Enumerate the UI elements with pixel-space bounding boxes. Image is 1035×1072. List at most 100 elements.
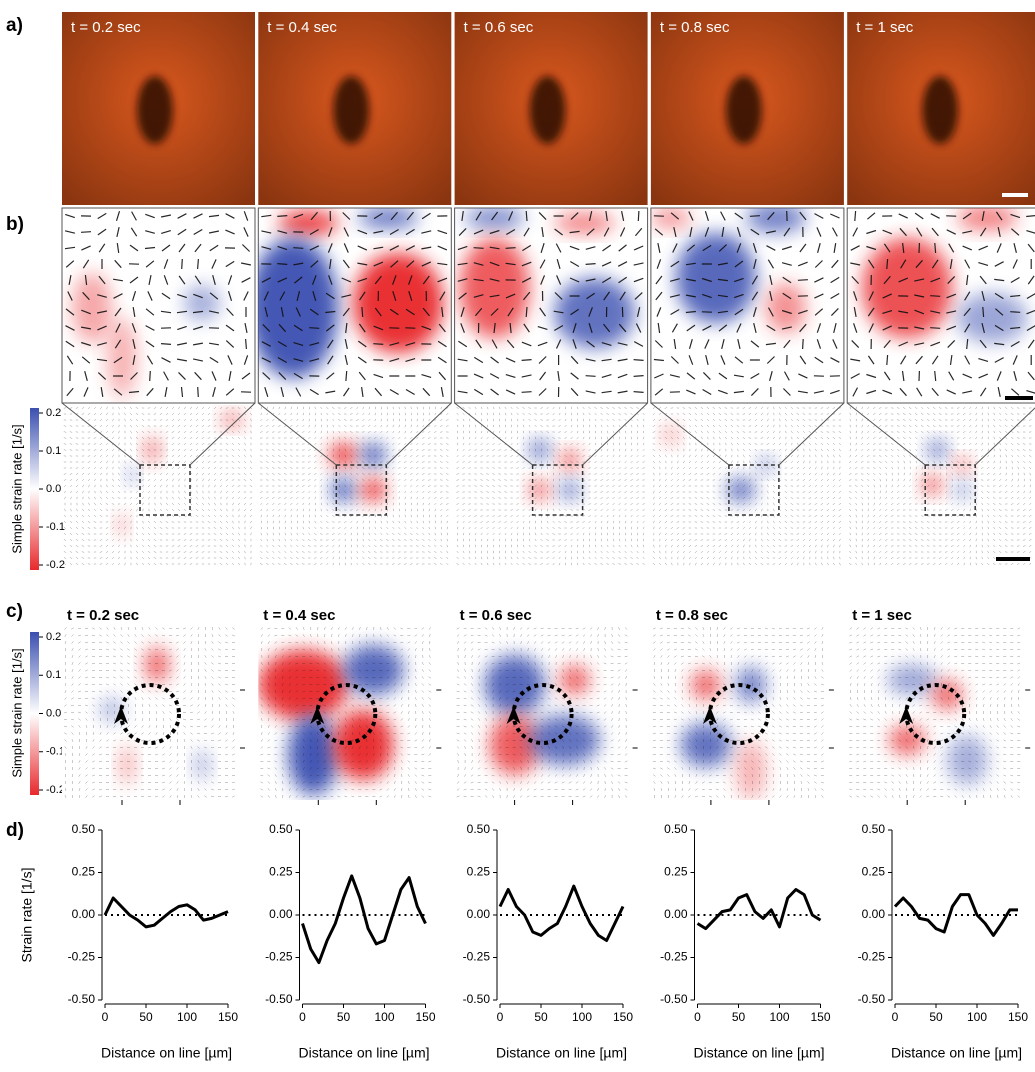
- time-label: t = 0.2 sec: [67, 607, 139, 624]
- y-tick-label: -0.50: [858, 992, 886, 1006]
- strain-map: [650, 208, 806, 333]
- strain-map: [529, 440, 580, 500]
- strain-blob: [650, 208, 691, 228]
- strain-blob: [735, 667, 766, 703]
- y-tick-label: -0.25: [68, 950, 96, 964]
- zoom-connector: [582, 402, 648, 466]
- strain-blob: [353, 253, 444, 353]
- time-label: t = 0.8 sec: [660, 19, 730, 36]
- colorbar-tick-label: 0.2: [46, 407, 61, 419]
- strain-blob: [957, 293, 1028, 343]
- x-tick-label: 100: [572, 1010, 592, 1024]
- strain-map: [116, 412, 242, 535]
- data-line: [893, 893, 1018, 937]
- y-tick-label: 0.25: [664, 865, 688, 879]
- circle-direction: [506, 706, 521, 724]
- x-tick-label: 50: [732, 1010, 746, 1024]
- zoom-box: [924, 464, 976, 516]
- strain-blob: [887, 665, 938, 695]
- circle-direction: [310, 706, 325, 724]
- colorbar-label: Simple strain rate [1/s]: [9, 648, 24, 777]
- scale-bar: [1002, 193, 1028, 197]
- flow-arrows: [261, 210, 448, 398]
- strain-blob: [680, 723, 731, 767]
- strain-blob: [765, 283, 806, 333]
- y-tick-label: -0.50: [660, 992, 688, 1006]
- strain-blob: [107, 318, 137, 398]
- strain-blob: [484, 655, 545, 715]
- flow-arrows: [652, 627, 824, 799]
- strain-blob: [559, 450, 580, 470]
- colorbar: [30, 632, 39, 795]
- strain-blob: [361, 478, 386, 502]
- zoom-box: [139, 464, 191, 516]
- y-tick-label: 0.50: [467, 822, 491, 836]
- x-tick-label: 150: [1008, 1010, 1028, 1024]
- data-line: [696, 888, 822, 931]
- strain-blob: [288, 715, 339, 795]
- strain-blob: [922, 475, 943, 495]
- time-label: t = 0.6 sec: [460, 607, 532, 624]
- strain-panel: [454, 625, 633, 800]
- colorbar-tick-label: 0.0: [46, 707, 61, 719]
- strain-blob: [119, 745, 135, 785]
- colorbar-tick-label: 0.2: [46, 631, 61, 643]
- y-tick-label: -0.50: [265, 992, 293, 1006]
- x-tick-label: 0: [497, 1010, 504, 1024]
- y-tick-label: 0.00: [467, 907, 491, 921]
- y-tick-label: -0.50: [68, 992, 96, 1006]
- colorbar-tick-label: 0.1: [46, 669, 61, 681]
- x-tick-label: 0: [694, 1010, 701, 1024]
- y-tick-label: -0.50: [463, 992, 491, 1006]
- x-tick-label: 150: [810, 1010, 830, 1024]
- colorbar-tick-label: -0.2: [46, 784, 65, 796]
- strain-blob: [745, 208, 806, 233]
- zoom-connector: [257, 402, 337, 466]
- strain-blob: [343, 645, 404, 695]
- panel-label: d): [6, 820, 24, 841]
- data-line: [103, 896, 229, 929]
- zoom-connector: [650, 402, 730, 466]
- x-tick-label: 0: [299, 1010, 306, 1024]
- x-tick-label: 100: [769, 1010, 789, 1024]
- strain-blob: [72, 273, 112, 343]
- strain-blob: [333, 710, 394, 780]
- panels: 0.2 0.1 0.0 -0.1 -0.2 0.2 0.1 0.0 -0.1 -0.2 t = 0.…: [19, 12, 1035, 1061]
- time-label: t = 1 sec: [856, 19, 914, 36]
- y-tick-label: 0.25: [269, 865, 293, 879]
- x-tick-label: 150: [613, 1010, 633, 1024]
- strain-map: [662, 425, 774, 502]
- x-tick-label: 150: [415, 1010, 435, 1024]
- x-tick-label: 0: [102, 1010, 109, 1024]
- strain-blob: [278, 211, 339, 235]
- strain-blob: [726, 478, 755, 502]
- panel-label: b): [6, 214, 24, 235]
- flow-arrows: [64, 211, 252, 398]
- time-label: t = 0.6 sec: [464, 19, 534, 36]
- microorganism: [529, 76, 566, 144]
- strain-blob: [675, 233, 756, 323]
- y-tick-label: -0.25: [265, 950, 293, 964]
- flow-arrows: [457, 210, 644, 398]
- data-line: [301, 874, 427, 965]
- x-tick-label: 100: [374, 1010, 394, 1024]
- zoom-box: [728, 464, 780, 516]
- time-label: t = 0.8 sec: [656, 607, 728, 624]
- strain-blob: [554, 213, 615, 233]
- x-axis-label: Distance on line [µm]: [496, 1045, 627, 1061]
- microorganism: [333, 76, 370, 144]
- strain-blob: [194, 750, 210, 780]
- strain-blob: [559, 665, 590, 695]
- zoom-box: [335, 464, 388, 516]
- circle-direction: [114, 706, 128, 724]
- y-tick-label: 0.25: [467, 865, 491, 879]
- flow-arrows: [652, 406, 842, 566]
- strain-blob: [932, 680, 963, 710]
- colorbar-label: Simple strain rate [1/s]: [9, 424, 24, 553]
- flow-arrows: [653, 210, 840, 398]
- microorganism: [137, 76, 173, 144]
- x-axis-label: Distance on line [µm]: [693, 1045, 824, 1061]
- colorbar-tick-label: -0.1: [46, 521, 65, 533]
- colorbar-tick-label: 0.1: [46, 445, 61, 457]
